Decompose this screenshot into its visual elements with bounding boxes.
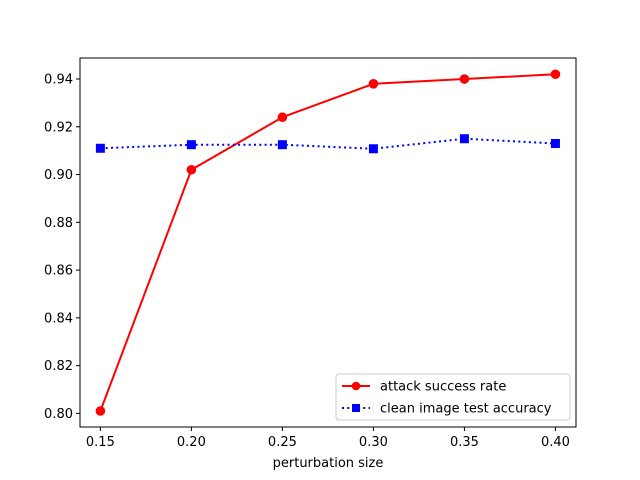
legend-label-1: attack success rate xyxy=(380,380,506,395)
x-axis-title: perturbation size xyxy=(273,456,384,471)
data-point xyxy=(186,164,197,175)
x-tick-label: 0.30 xyxy=(359,435,388,450)
series-line-1 xyxy=(99,73,556,412)
data-point xyxy=(550,139,560,149)
data-point xyxy=(550,69,561,80)
y-tick-label: 0.80 xyxy=(44,407,73,422)
plot-frame xyxy=(79,57,577,428)
data-point xyxy=(95,406,106,416)
y-axis: 0.80 0.82 0.84 0.86 0.88 0.90 0.92 0.94 xyxy=(44,73,80,422)
y-tick-label: 0.82 xyxy=(44,359,73,374)
plot-area xyxy=(95,69,561,416)
x-tick-label: 0.20 xyxy=(177,435,206,450)
data-point xyxy=(459,74,470,84)
x-tick-label: 0.25 xyxy=(268,435,297,450)
legend-label-2: clean image test accuracy xyxy=(380,402,552,417)
legend: attack success rate clean image test accu… xyxy=(335,373,571,421)
x-tick-label: 0.35 xyxy=(450,435,479,450)
y-tick-label: 0.94 xyxy=(44,73,73,88)
legend-marker-2 xyxy=(352,404,360,412)
y-tick-label: 0.86 xyxy=(44,264,73,279)
series-line-2 xyxy=(100,137,556,150)
x-tick-label: 0.40 xyxy=(541,435,570,450)
data-point xyxy=(368,78,379,89)
legend-marker-1 xyxy=(351,381,361,391)
data-point xyxy=(186,140,196,150)
data-point xyxy=(95,143,105,153)
y-tick-label: 0.84 xyxy=(44,311,73,326)
data-point xyxy=(277,140,287,150)
data-point xyxy=(368,144,378,154)
y-tick-label: 0.90 xyxy=(44,168,73,183)
y-tick-label: 0.88 xyxy=(44,216,73,231)
x-tick-label: 0.15 xyxy=(86,435,115,450)
y-tick-label: 0.92 xyxy=(44,120,73,135)
legend-box xyxy=(335,373,571,421)
x-axis: 0.15 0.20 0.25 0.30 0.35 0.40 xyxy=(86,427,570,450)
data-point xyxy=(277,112,288,123)
data-point xyxy=(459,134,469,144)
